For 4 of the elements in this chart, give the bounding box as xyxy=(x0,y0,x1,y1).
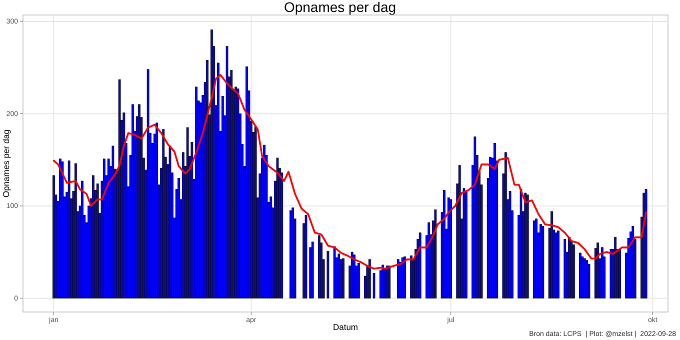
chart-title: Opnames per dag xyxy=(284,0,396,15)
line-series xyxy=(52,74,647,270)
x-axis-title: Datum xyxy=(332,322,358,332)
y-axis-title: Opnames per dag xyxy=(1,129,11,198)
